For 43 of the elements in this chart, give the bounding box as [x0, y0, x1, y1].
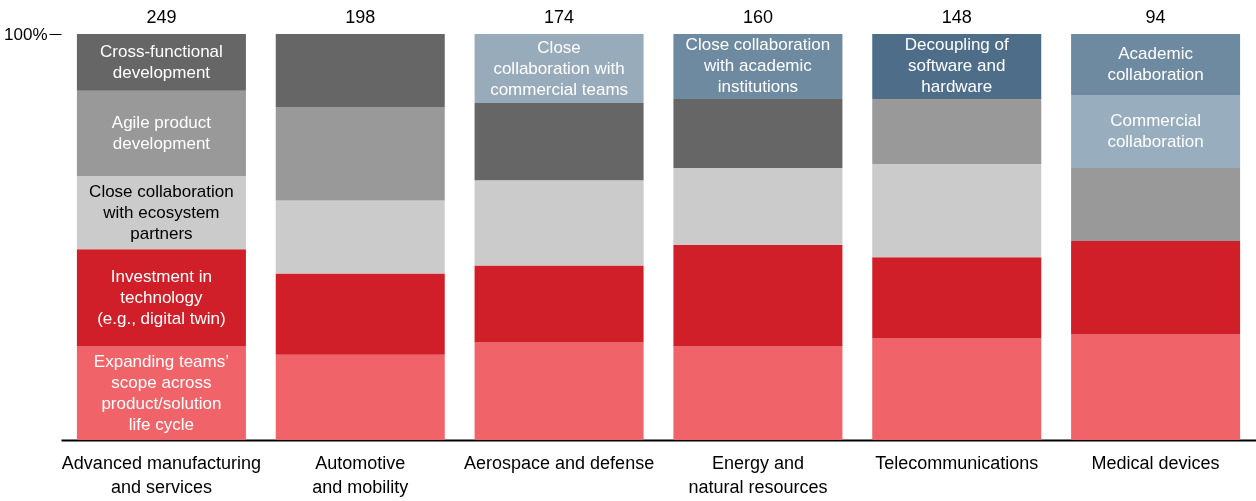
bar: [275, 200, 445, 274]
bar: [673, 167, 843, 246]
annotation: 148: [941, 7, 972, 27]
bar: [872, 257, 1042, 339]
x-tick-label: Advanced manufacturing and services: [61, 452, 261, 497]
x-tick-label: Aerospace and defense: [464, 452, 655, 473]
data-label: Close collaboration with academic institutions: [685, 35, 831, 97]
annotation: 174: [544, 7, 575, 27]
annotation: 94: [1145, 7, 1166, 27]
x-tick-label: Medical devices: [1091, 452, 1220, 473]
bar: [76, 90, 246, 177]
bar: [872, 163, 1042, 258]
bar: [275, 273, 445, 355]
data-label: Commercial collaboration: [1107, 110, 1204, 151]
bar: [275, 34, 445, 108]
data-label: Investment in technology (e.g., digital twin): [97, 266, 226, 328]
bar: [1071, 241, 1241, 335]
data-label: Close collaboration with ecosystem partners: [89, 181, 234, 243]
bar: [673, 346, 843, 440]
bar: [474, 180, 644, 266]
data-label: Expanding teams’ scope across product/solution life cycle: [93, 351, 229, 434]
annotation: 160: [742, 7, 773, 27]
x-tick-label: Telecommunications: [875, 452, 1039, 473]
data-label: Close collaboration with commercial teams: [490, 37, 629, 99]
annotation: 249: [146, 7, 177, 27]
bar: [872, 338, 1042, 440]
bar: [1071, 94, 1241, 168]
bar: [275, 107, 445, 201]
bar: [474, 265, 644, 343]
bar: [673, 245, 843, 347]
bar: [1071, 334, 1241, 440]
bar: [1071, 34, 1241, 95]
data-label: Agile product development: [111, 112, 212, 153]
bar: [872, 98, 1042, 164]
data-label: Cross-functional development: [100, 41, 223, 82]
x-tick-label: Automotive and mobility: [312, 452, 409, 497]
data-label: Academic collaboration: [1107, 43, 1204, 84]
bar: [474, 342, 644, 440]
annotation: 198: [345, 7, 376, 27]
y-tick-label: 100%: [4, 24, 48, 44]
bar: [275, 354, 445, 440]
x-tick-label: Energy and natural resources: [688, 452, 828, 497]
data-label: Decoupling of software and hardware: [904, 35, 1009, 97]
